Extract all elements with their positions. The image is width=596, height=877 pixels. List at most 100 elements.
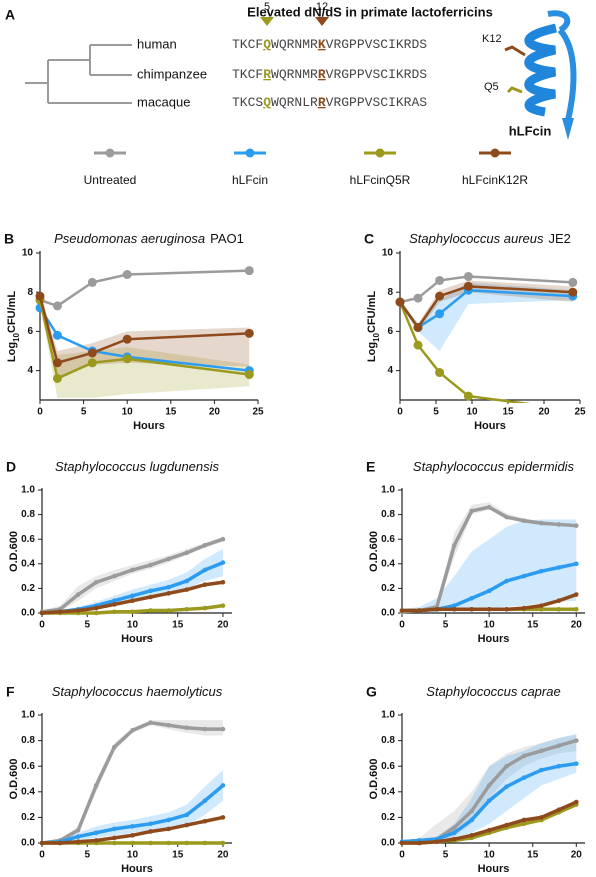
data-point: [435, 275, 445, 285]
y-tick-label: 0.8: [381, 735, 395, 746]
data-point: [451, 607, 457, 612]
data-point: [434, 839, 440, 845]
data-point: [202, 543, 208, 548]
data-point: [148, 720, 153, 725]
data-point: [244, 328, 254, 338]
y-axis-label: O.D.600: [368, 759, 380, 800]
y-tick-label: 0.4: [381, 558, 395, 569]
data-point: [521, 573, 527, 579]
y-tick-label: 0.2: [21, 583, 35, 594]
data-point: [130, 824, 135, 829]
y-axis-label-part: CFU/mL: [366, 291, 378, 333]
panel-letter: D: [6, 459, 16, 475]
data-point: [202, 567, 208, 573]
sequence-segment: R: [263, 67, 271, 82]
data-point: [202, 840, 208, 846]
y-axis-label-part: 10: [12, 333, 21, 342]
data-point: [399, 840, 405, 846]
data-point: [220, 560, 226, 565]
chart-panel: Staphylococcus lugdunensis D 0 5 10 15 20 0.0 0.…: [6, 459, 232, 645]
data-point: [130, 593, 135, 599]
x-tick-label: 10: [127, 620, 139, 631]
data-point: [87, 348, 97, 358]
y-tick-label: 0.8: [21, 735, 35, 746]
data-point: [52, 373, 62, 383]
data-point: [112, 840, 117, 846]
strain: PAO1: [210, 231, 244, 246]
data-point: [556, 565, 562, 570]
data-point: [573, 738, 579, 743]
data-point: [75, 608, 81, 613]
y-axis-label: O.D.600: [368, 531, 380, 572]
data-point: [539, 607, 544, 612]
chart-panel: Staphylococcus epidermidis E 0 5 10 15 20 0.0 0.…: [366, 459, 585, 645]
data-point: [539, 520, 544, 526]
data-point: [166, 826, 171, 832]
data-point: [220, 815, 226, 820]
y-axis-label: Log10CFU/mL: [6, 291, 21, 363]
structure-name: hLFcin: [509, 123, 552, 138]
y-tick-label: 0.6: [21, 534, 35, 545]
data-point: [202, 605, 208, 611]
data-point: [413, 322, 423, 332]
sequence: TKCSQWQRNLRRVRGPPVSCIKRAS: [232, 95, 427, 110]
data-point: [244, 370, 254, 380]
panel-letter: A: [5, 7, 15, 23]
data-point: [435, 368, 445, 378]
data-point: [451, 543, 457, 548]
x-tick-label: 20: [571, 620, 583, 631]
data-point: [184, 587, 190, 592]
strain: JE2: [549, 231, 571, 246]
data-point: [166, 591, 171, 596]
data-point: [93, 610, 99, 616]
sequence-segment: R: [318, 95, 326, 110]
y-tick-label: 0.6: [381, 761, 395, 772]
data-point: [112, 609, 117, 615]
data-point: [184, 840, 190, 846]
species: Pseudomonas aeruginosa: [54, 231, 205, 246]
data-point: [75, 834, 81, 839]
chart-title: Staphylococcus aureus JE2: [409, 231, 571, 246]
x-tick-label: 10: [484, 850, 496, 861]
data-point: [130, 728, 135, 733]
y-tick-label: 1.0: [381, 485, 395, 496]
data-point: [148, 829, 153, 834]
y-axis-label-part: 10: [372, 333, 381, 342]
y-tick-label: 0.6: [21, 761, 35, 772]
y-axis-label-part: Log: [6, 342, 18, 362]
chart-panel: Staphylococcus caprae G 0 5 10 15 20 0.0 0.2 0.4 0…: [366, 684, 585, 875]
data-point: [556, 807, 562, 813]
x-tick-label: 15: [502, 407, 514, 418]
y-tick-label: 4: [387, 365, 393, 376]
data-point: [87, 277, 97, 287]
sequence-segment: K: [318, 37, 326, 52]
y-tick-label: 0.4: [381, 786, 395, 797]
data-point: [122, 270, 132, 280]
data-point: [93, 783, 99, 788]
position-label: 5: [264, 1, 270, 13]
data-point: [52, 330, 62, 340]
data-point: [39, 840, 45, 846]
x-axis-label: Hours: [133, 420, 165, 432]
position-label: 12: [316, 1, 328, 13]
legend-marker: [105, 148, 115, 158]
x-axis-label: Hours: [478, 863, 510, 875]
x-axis-label: Hours: [121, 633, 153, 645]
species: Staphylococcus lugdunensis: [55, 459, 220, 474]
data-point: [539, 568, 544, 574]
sequence-segment: VRGPPVSCIKRDS: [326, 37, 428, 52]
error-band: [400, 282, 573, 351]
data-point: [122, 334, 132, 344]
sequence-segment: WQRNMR: [271, 67, 318, 82]
y-tick-label: 0.2: [381, 583, 395, 594]
x-tick-label: 0: [397, 407, 403, 418]
x-axis-label: Hours: [121, 863, 153, 875]
plot-area: [39, 720, 226, 846]
phylogeny-tree: [25, 44, 132, 104]
data-point: [166, 817, 171, 823]
error-band: [402, 734, 577, 843]
x-tick-label: 5: [433, 407, 439, 418]
data-point: [148, 562, 153, 568]
data-point: [75, 592, 81, 597]
error-band: [40, 296, 250, 399]
